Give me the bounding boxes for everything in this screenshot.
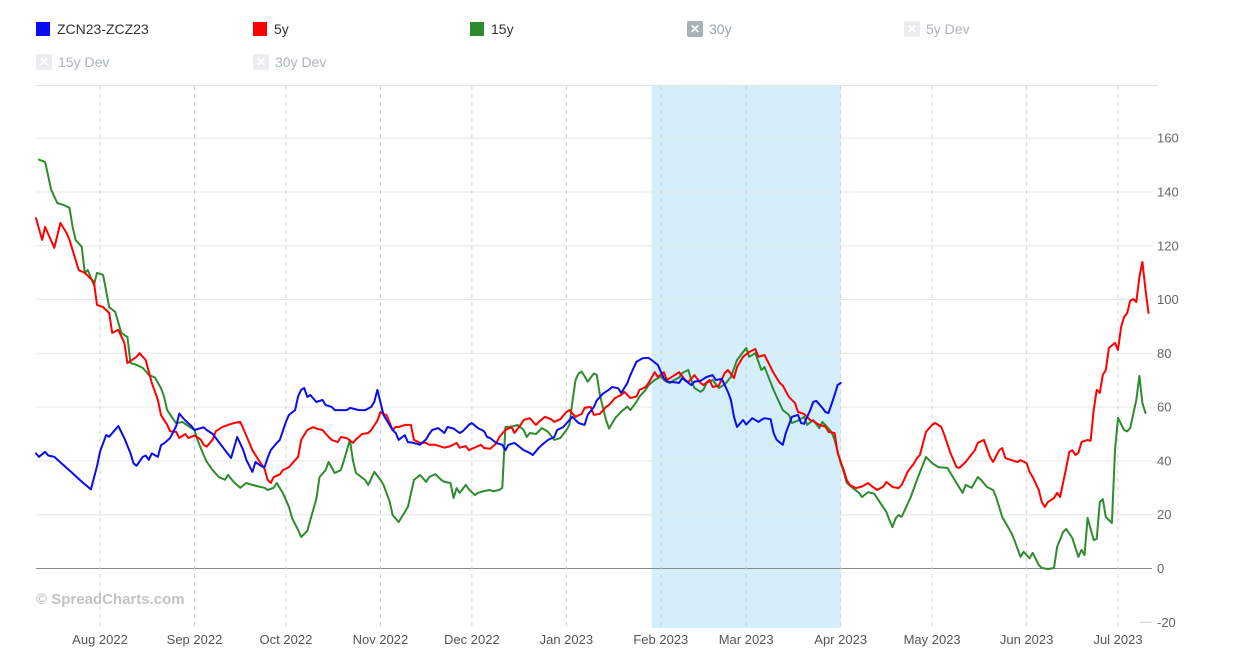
legend-item-label: ZCN23-ZCZ23	[57, 21, 149, 37]
x-axis-label: Jun 2023	[1000, 632, 1054, 647]
x-axis-label: Dec 2022	[444, 632, 500, 647]
series-line-zcn23-zcz23	[35, 356, 842, 491]
x-axis-label: Jul 2023	[1093, 632, 1142, 647]
legend-item-label: 5y Dev	[926, 21, 970, 37]
y-axis-label: 80	[1157, 346, 1171, 361]
y-axis-label: -20	[1157, 615, 1176, 630]
checkbox-x-icon: ✕	[253, 54, 269, 70]
x-axis-label: Jan 2023	[540, 632, 594, 647]
legend-item-5y-dev[interactable]: ✕ 5y Dev	[904, 20, 970, 38]
y-axis-label: 20	[1157, 507, 1171, 522]
legend-item-label: 15y Dev	[58, 54, 110, 70]
x-axis-label: Aug 2022	[72, 632, 128, 647]
checkbox-x-icon: ✕	[687, 21, 703, 37]
y-axis-label: 120	[1157, 238, 1179, 253]
legend-item-30y[interactable]: ✕ 30y	[687, 20, 732, 38]
y-axis-label: 160	[1157, 131, 1179, 146]
legend-item-label: 15y	[491, 21, 514, 37]
checkbox-x-icon: ✕	[36, 54, 52, 70]
watermark: © SpreadCharts.com	[36, 591, 185, 608]
y-axis-label: 140	[1157, 184, 1179, 199]
y-axis-label: 40	[1157, 453, 1171, 468]
series-color-swatch	[36, 22, 50, 36]
x-axis-label: Sep 2022	[167, 632, 223, 647]
series-color-swatch	[253, 22, 267, 36]
y-axis-label: 100	[1157, 292, 1179, 307]
legend-item-label: 30y Dev	[275, 54, 327, 70]
x-axis-label: May 2023	[904, 632, 961, 647]
checkbox-x-icon: ✕	[904, 21, 920, 37]
x-axis-label: Feb 2023	[633, 632, 688, 647]
y-axis-label: 0	[1157, 561, 1164, 576]
legend-separator	[36, 85, 1158, 86]
x-axis-label: Nov 2022	[353, 632, 409, 647]
legend-item-label: 5y	[274, 21, 289, 37]
y-axis-label: 60	[1157, 400, 1171, 415]
x-axis-label: Apr 2023	[814, 632, 867, 647]
series-color-swatch	[470, 22, 484, 36]
legend-item-5y[interactable]: 5y	[253, 20, 289, 38]
legend-item-15y-dev[interactable]: ✕ 15y Dev	[36, 53, 109, 71]
legend-item-15y[interactable]: 15y	[470, 20, 514, 38]
series-line-5y	[35, 217, 1150, 508]
x-axis-label: Mar 2023	[719, 632, 774, 647]
legend: ZCN23-ZCZ23 5y 15y ✕ 30y ✕ 5y Dev ✕ 15y Dev ✕ 30y …	[0, 0, 1234, 85]
legend-item-30y-dev[interactable]: ✕ 30y Dev	[253, 53, 326, 71]
legend-item-zcn23-zcz23[interactable]: ZCN23-ZCZ23	[36, 20, 149, 38]
x-axis-label: Oct 2022	[260, 632, 313, 647]
legend-item-label: 30y	[709, 21, 732, 37]
series-line-15y	[38, 158, 1147, 570]
